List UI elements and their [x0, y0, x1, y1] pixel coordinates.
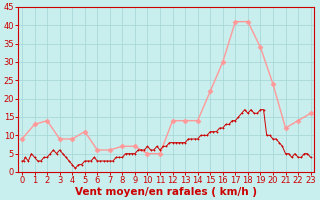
X-axis label: Vent moyen/en rafales ( km/h ): Vent moyen/en rafales ( km/h ): [75, 187, 257, 197]
